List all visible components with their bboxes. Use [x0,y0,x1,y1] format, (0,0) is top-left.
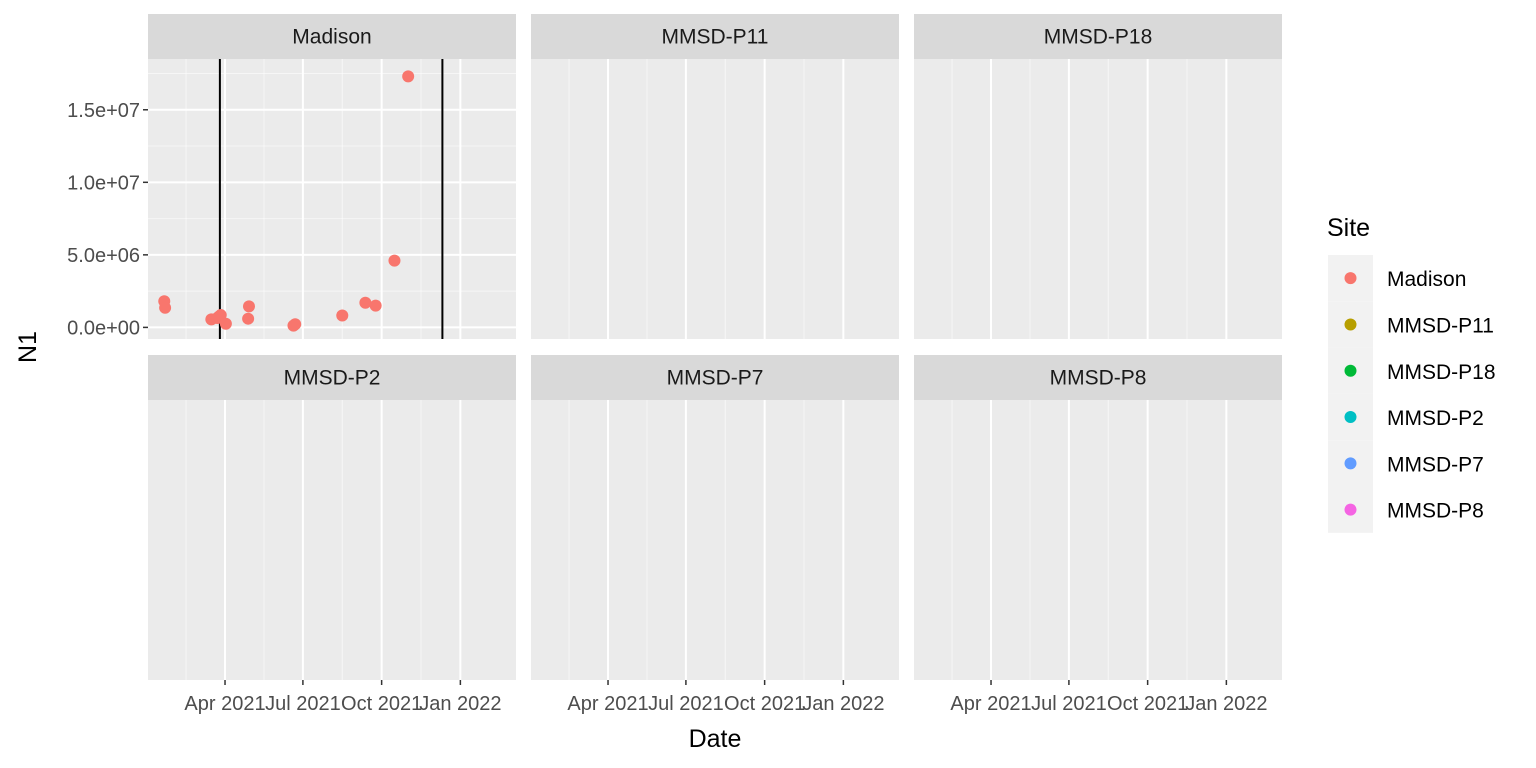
panel-background-mmsd-p8 [914,400,1282,680]
x-tick-label: Oct 2021 [1107,693,1188,715]
data-point [369,299,382,312]
x-tick-label: Oct 2021 [341,693,422,715]
y-tick-label: 1.0e+07 [67,172,140,194]
data-point [159,301,172,314]
x-tick-label: Apr 2021 [184,693,265,715]
x-tick-label: Jul 2021 [1031,693,1107,715]
x-tick-label: Apr 2021 [950,693,1031,715]
legend-label: MMSD-P2 [1387,407,1484,430]
legend-key-point [1344,457,1357,470]
legend-label: Madison [1387,268,1466,291]
data-point [242,312,255,325]
legend-key-point [1344,411,1357,424]
facet-title-mmsd-p2: MMSD-P2 [284,367,381,390]
data-point [219,317,232,330]
legend-title: Site [1327,214,1370,242]
legend-label: MMSD-P7 [1387,453,1484,476]
x-tick-label: Jul 2021 [265,693,341,715]
data-point [289,318,302,331]
panel-background-madison [148,59,516,339]
x-tick-label: Jan 2022 [1185,693,1267,715]
panel-background-mmsd-p7 [531,400,899,680]
data-point [388,254,401,267]
data-point [214,309,227,322]
facet-strip-mmsd-p2 [148,355,516,400]
legend-key-point [1344,503,1357,516]
y-axis-title: N1 [14,331,42,363]
x-axis-title: Date [689,725,742,753]
facet-strip-mmsd-p7 [531,355,899,400]
legend-label: MMSD-P8 [1387,500,1484,523]
data-point [242,300,255,313]
y-tick-label: 0.0e+00 [67,317,140,339]
panel-background-mmsd-p2 [148,400,516,680]
x-tick-label: Jul 2021 [648,693,724,715]
y-tick-label: 1.5e+07 [67,100,140,122]
facet-strip-madison [148,14,516,59]
y-tick-label: 5.0e+06 [67,245,140,267]
panel-background-mmsd-p11 [531,59,899,339]
facet-strip-mmsd-p18 [914,14,1282,59]
facet-strip-mmsd-p8 [914,355,1282,400]
facet-strip-mmsd-p11 [531,14,899,59]
x-tick-label: Oct 2021 [724,693,805,715]
facet-title-mmsd-p7: MMSD-P7 [667,367,764,390]
facet-title-mmsd-p11: MMSD-P11 [662,26,769,49]
legend-key-point [1344,318,1357,331]
panel-background-mmsd-p18 [914,59,1282,339]
data-point [359,296,372,309]
facet-title-mmsd-p8: MMSD-P8 [1050,367,1147,390]
data-point [402,70,415,83]
legend-key-point [1344,364,1357,377]
legend-label: MMSD-P18 [1387,361,1496,384]
x-tick-label: Jan 2022 [419,693,501,715]
x-tick-label: Jan 2022 [802,693,884,715]
data-point [336,309,349,322]
facet-title-mmsd-p18: MMSD-P18 [1044,26,1153,49]
facet-title-madison: Madison [292,26,371,49]
legend-key-point [1344,272,1357,285]
x-tick-label: Apr 2021 [567,693,648,715]
legend-label: MMSD-P11 [1387,314,1494,337]
